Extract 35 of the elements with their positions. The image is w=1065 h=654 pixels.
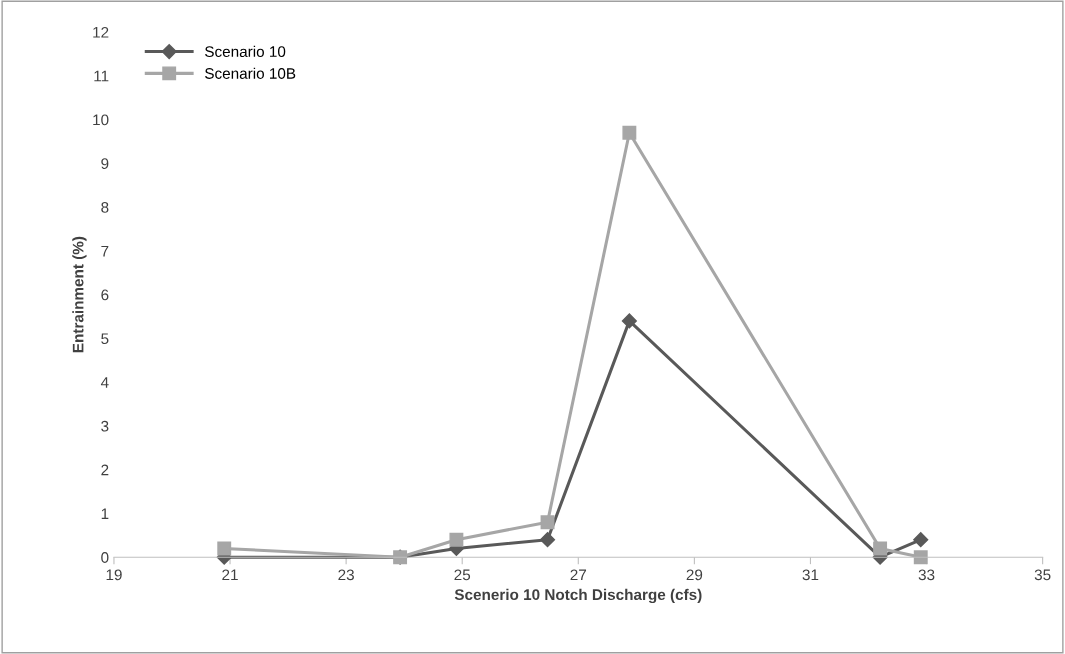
y-axis-title: Entrainment (%) xyxy=(72,236,87,353)
x-tick-label: 27 xyxy=(570,569,587,581)
y-tick-label: 8 xyxy=(101,201,109,213)
x-tick-label: 35 xyxy=(1034,569,1051,581)
y-tick-label: 0 xyxy=(101,552,109,563)
point xyxy=(449,532,464,547)
point xyxy=(913,550,928,565)
legend-label: Scenario 10 xyxy=(205,45,286,58)
legend-label: Scenario 10B xyxy=(205,67,296,79)
point xyxy=(621,313,637,329)
y-tick-label: 9 xyxy=(101,158,109,170)
y-tick-label: 7 xyxy=(101,245,109,257)
x-tick-label: 31 xyxy=(802,569,819,581)
x-tick-label: 29 xyxy=(686,569,703,581)
point xyxy=(217,541,232,556)
y-tick-label: 12 xyxy=(93,26,109,38)
y-tick-label: 5 xyxy=(101,333,109,345)
x-tick-label: 33 xyxy=(918,569,935,581)
point xyxy=(540,515,555,530)
point xyxy=(873,541,888,556)
point xyxy=(539,532,556,548)
x-tick-label: 23 xyxy=(338,569,354,581)
x-axis-title: Scenerio 10 Notch Discharge (cfs) xyxy=(454,588,702,604)
y-tick-label: 10 xyxy=(93,114,109,126)
y-tick-label: 11 xyxy=(94,70,109,82)
x-tick-label: 21 xyxy=(222,569,238,581)
y-tick-label: 3 xyxy=(101,420,109,432)
y-tick-label: 4 xyxy=(100,377,109,388)
x-tick-label: 19 xyxy=(106,569,122,581)
y-tick-label: 1 xyxy=(101,508,109,519)
point xyxy=(622,125,637,140)
point xyxy=(913,532,929,548)
y-tick-label: 6 xyxy=(101,289,109,301)
x-tick-label: 25 xyxy=(454,569,471,581)
y-tick-label: 2 xyxy=(101,464,109,476)
